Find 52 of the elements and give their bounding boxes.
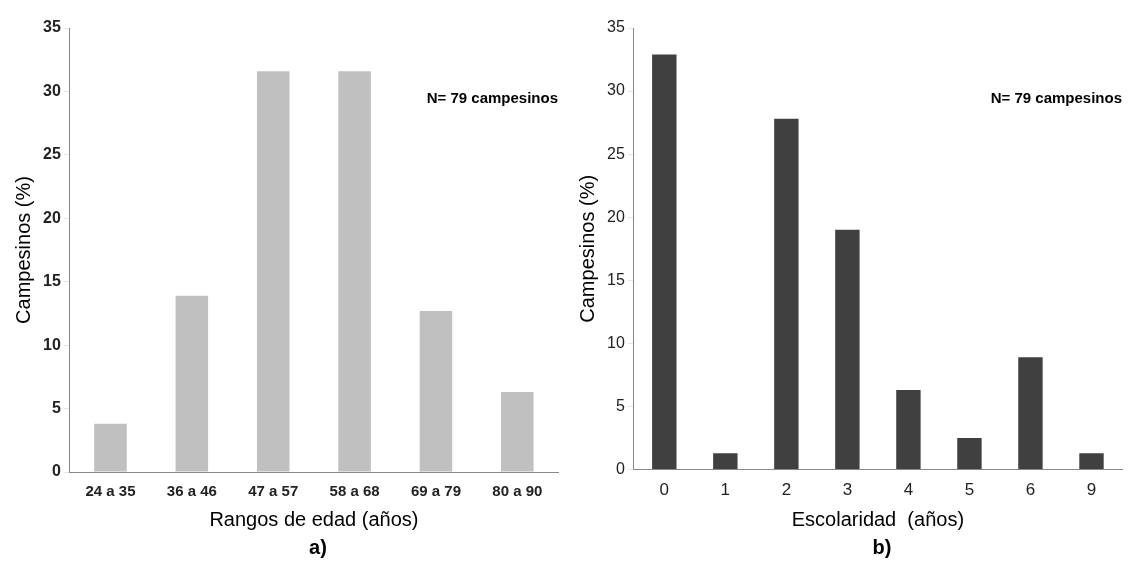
y-tick-label: 35 bbox=[43, 18, 61, 36]
x-tick-label: 4 bbox=[903, 480, 914, 500]
x-tick-label: 47 a 57 bbox=[248, 482, 299, 500]
x-tick-label: 24 a 35 bbox=[85, 482, 136, 500]
bar bbox=[896, 390, 921, 470]
x-axis-title: Escolaridad (años) bbox=[791, 507, 965, 530]
x-axis-title: Rangos de edad (años) bbox=[209, 507, 419, 530]
y-tick-label: 15 bbox=[43, 272, 61, 290]
bar bbox=[774, 118, 799, 470]
y-tick-label: 25 bbox=[607, 144, 625, 162]
x-tick-label: 2 bbox=[781, 480, 792, 500]
bar bbox=[94, 423, 127, 472]
bar bbox=[256, 71, 290, 472]
y-tick-label: 5 bbox=[51, 398, 61, 416]
y-tick-label: 0 bbox=[615, 460, 625, 478]
y-tick-label: 30 bbox=[607, 81, 625, 99]
x-tick-label: 6 bbox=[1025, 480, 1036, 500]
y-tick-label: 20 bbox=[607, 207, 625, 225]
x-tick-label: 36 a 46 bbox=[166, 482, 217, 500]
bar bbox=[338, 71, 371, 472]
text: b) bbox=[871, 536, 893, 559]
bar bbox=[713, 453, 738, 470]
bar bbox=[652, 54, 677, 470]
y-tick-label: 35 bbox=[607, 18, 625, 36]
x-tick-label: 58 a 68 bbox=[329, 482, 380, 500]
bar bbox=[1018, 357, 1043, 470]
x-tick-label: 5 bbox=[964, 480, 975, 500]
y-tick-label: 10 bbox=[43, 335, 61, 353]
y-tick-label: 15 bbox=[607, 270, 625, 288]
x-tick-label: 3 bbox=[842, 480, 853, 500]
y-axis-title: Campesinos (%) bbox=[575, 174, 598, 323]
bar bbox=[957, 438, 982, 470]
y-tick-label: 30 bbox=[43, 81, 61, 99]
annotation: N= 79 campesinos bbox=[426, 89, 558, 107]
y-tick-label: 5 bbox=[615, 396, 625, 414]
y-tick-label: 10 bbox=[607, 333, 625, 351]
annotation: N= 79 campesinos bbox=[990, 88, 1122, 106]
bar bbox=[1079, 453, 1104, 470]
bar bbox=[175, 295, 209, 472]
bar bbox=[419, 310, 453, 472]
x-tick-label: 0 bbox=[659, 480, 670, 500]
y-tick-label: 25 bbox=[43, 145, 61, 163]
x-tick-label: 80 a 90 bbox=[492, 482, 543, 500]
y-tick-label: 20 bbox=[43, 208, 61, 226]
y-tick-label: 0 bbox=[51, 462, 61, 480]
bar bbox=[501, 392, 534, 472]
bar bbox=[835, 229, 860, 470]
x-tick-label: 9 bbox=[1086, 480, 1097, 500]
y-axis-title: Campesinos (%) bbox=[11, 176, 34, 324]
x-tick-label: 1 bbox=[720, 480, 731, 500]
text: a) bbox=[308, 536, 328, 559]
x-tick-label: 69 a 79 bbox=[410, 482, 461, 500]
